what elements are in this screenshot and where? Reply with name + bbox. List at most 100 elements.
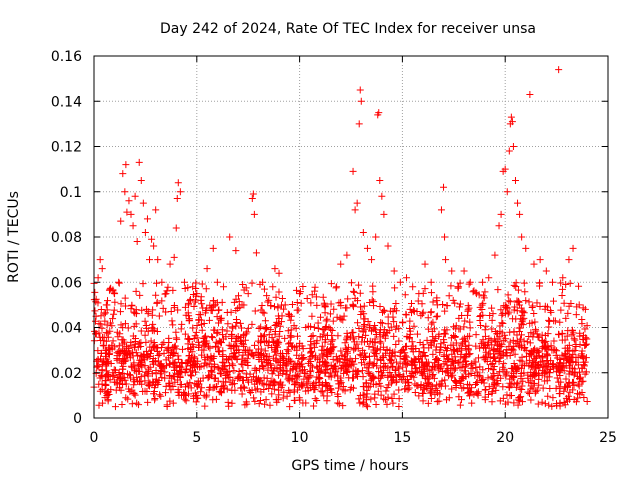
data-point [297, 299, 305, 307]
data-point [206, 383, 214, 391]
data-point [369, 288, 377, 296]
data-point [191, 354, 199, 362]
data-point [583, 397, 591, 405]
x-axis-label: GPS time / hours [291, 458, 408, 474]
data-point [126, 371, 134, 379]
data-point [286, 339, 294, 347]
data-point [190, 343, 198, 351]
data-point [198, 280, 206, 288]
data-point [575, 301, 583, 309]
data-point [430, 337, 438, 345]
data-point [512, 383, 520, 391]
data-point [339, 316, 347, 324]
data-point [527, 329, 535, 337]
data-point [512, 315, 520, 323]
data-point [390, 390, 398, 398]
data-point [207, 352, 215, 360]
data-point [332, 284, 340, 292]
data-point [316, 358, 324, 366]
data-point [161, 374, 169, 382]
data-point [338, 364, 346, 372]
data-point [337, 315, 345, 323]
data-point [106, 285, 114, 293]
data-point [327, 373, 335, 381]
data-point [215, 348, 223, 356]
data-point [122, 380, 130, 388]
data-point [303, 295, 311, 303]
data-point [166, 397, 174, 405]
data-point [429, 333, 437, 341]
data-point [541, 302, 549, 310]
data-point [98, 265, 106, 273]
data-point [456, 279, 464, 287]
data-point [550, 337, 558, 345]
data-point [412, 344, 420, 352]
data-point [198, 326, 206, 334]
data-point [464, 380, 472, 388]
data-point [392, 325, 400, 333]
data-point [561, 336, 569, 344]
data-point [218, 298, 226, 306]
data-point [571, 346, 579, 354]
data-point [214, 377, 222, 385]
data-point [488, 398, 496, 406]
data-point [108, 345, 116, 353]
data-point [492, 381, 500, 389]
data-point [508, 118, 516, 126]
data-point [200, 391, 208, 399]
data-point [322, 359, 330, 367]
data-point [415, 348, 423, 356]
data-point [173, 366, 181, 374]
data-point [143, 215, 151, 223]
data-point [101, 372, 109, 380]
data-point [343, 251, 351, 259]
data-point [104, 297, 112, 305]
data-point [341, 362, 349, 370]
data-point [356, 399, 364, 407]
data-point [496, 354, 504, 362]
data-point [501, 331, 509, 339]
data-point [494, 371, 502, 379]
data-point [549, 297, 557, 305]
data-point [286, 403, 294, 411]
data-point [578, 320, 586, 328]
data-point [282, 370, 290, 378]
data-point [464, 333, 472, 341]
data-point [474, 390, 482, 398]
data-point [307, 337, 315, 345]
data-point [356, 303, 364, 311]
data-point [424, 314, 432, 322]
data-point [354, 344, 362, 352]
data-point [327, 350, 335, 358]
data-point [503, 188, 511, 196]
data-point [509, 143, 517, 150]
data-point [141, 355, 149, 363]
data-point [557, 306, 565, 314]
data-point [112, 366, 120, 374]
data-point [365, 342, 373, 350]
data-point [296, 290, 304, 298]
data-point [216, 369, 224, 377]
axis-ticks: 0 5 10 15 20 25 0 0.02 0.04 0.06 0.08 0.1 0.12 0.14 0.… [51, 49, 617, 446]
data-point [427, 389, 435, 397]
data-point [219, 347, 227, 355]
data-point [360, 302, 368, 310]
data-point [497, 306, 505, 314]
data-point [213, 278, 221, 286]
data-point [329, 344, 337, 352]
data-point [528, 303, 536, 311]
data-point [470, 390, 478, 398]
data-point [570, 371, 578, 379]
data-point [95, 362, 103, 370]
data-point [469, 364, 477, 372]
data-point [542, 344, 550, 352]
data-point [252, 249, 260, 257]
data-point [107, 386, 115, 394]
data-point [257, 332, 265, 340]
data-point [327, 325, 335, 333]
data-point [318, 350, 326, 358]
data-point [435, 397, 443, 405]
data-point [223, 309, 231, 317]
data-point [424, 378, 432, 386]
data-point [193, 290, 201, 298]
